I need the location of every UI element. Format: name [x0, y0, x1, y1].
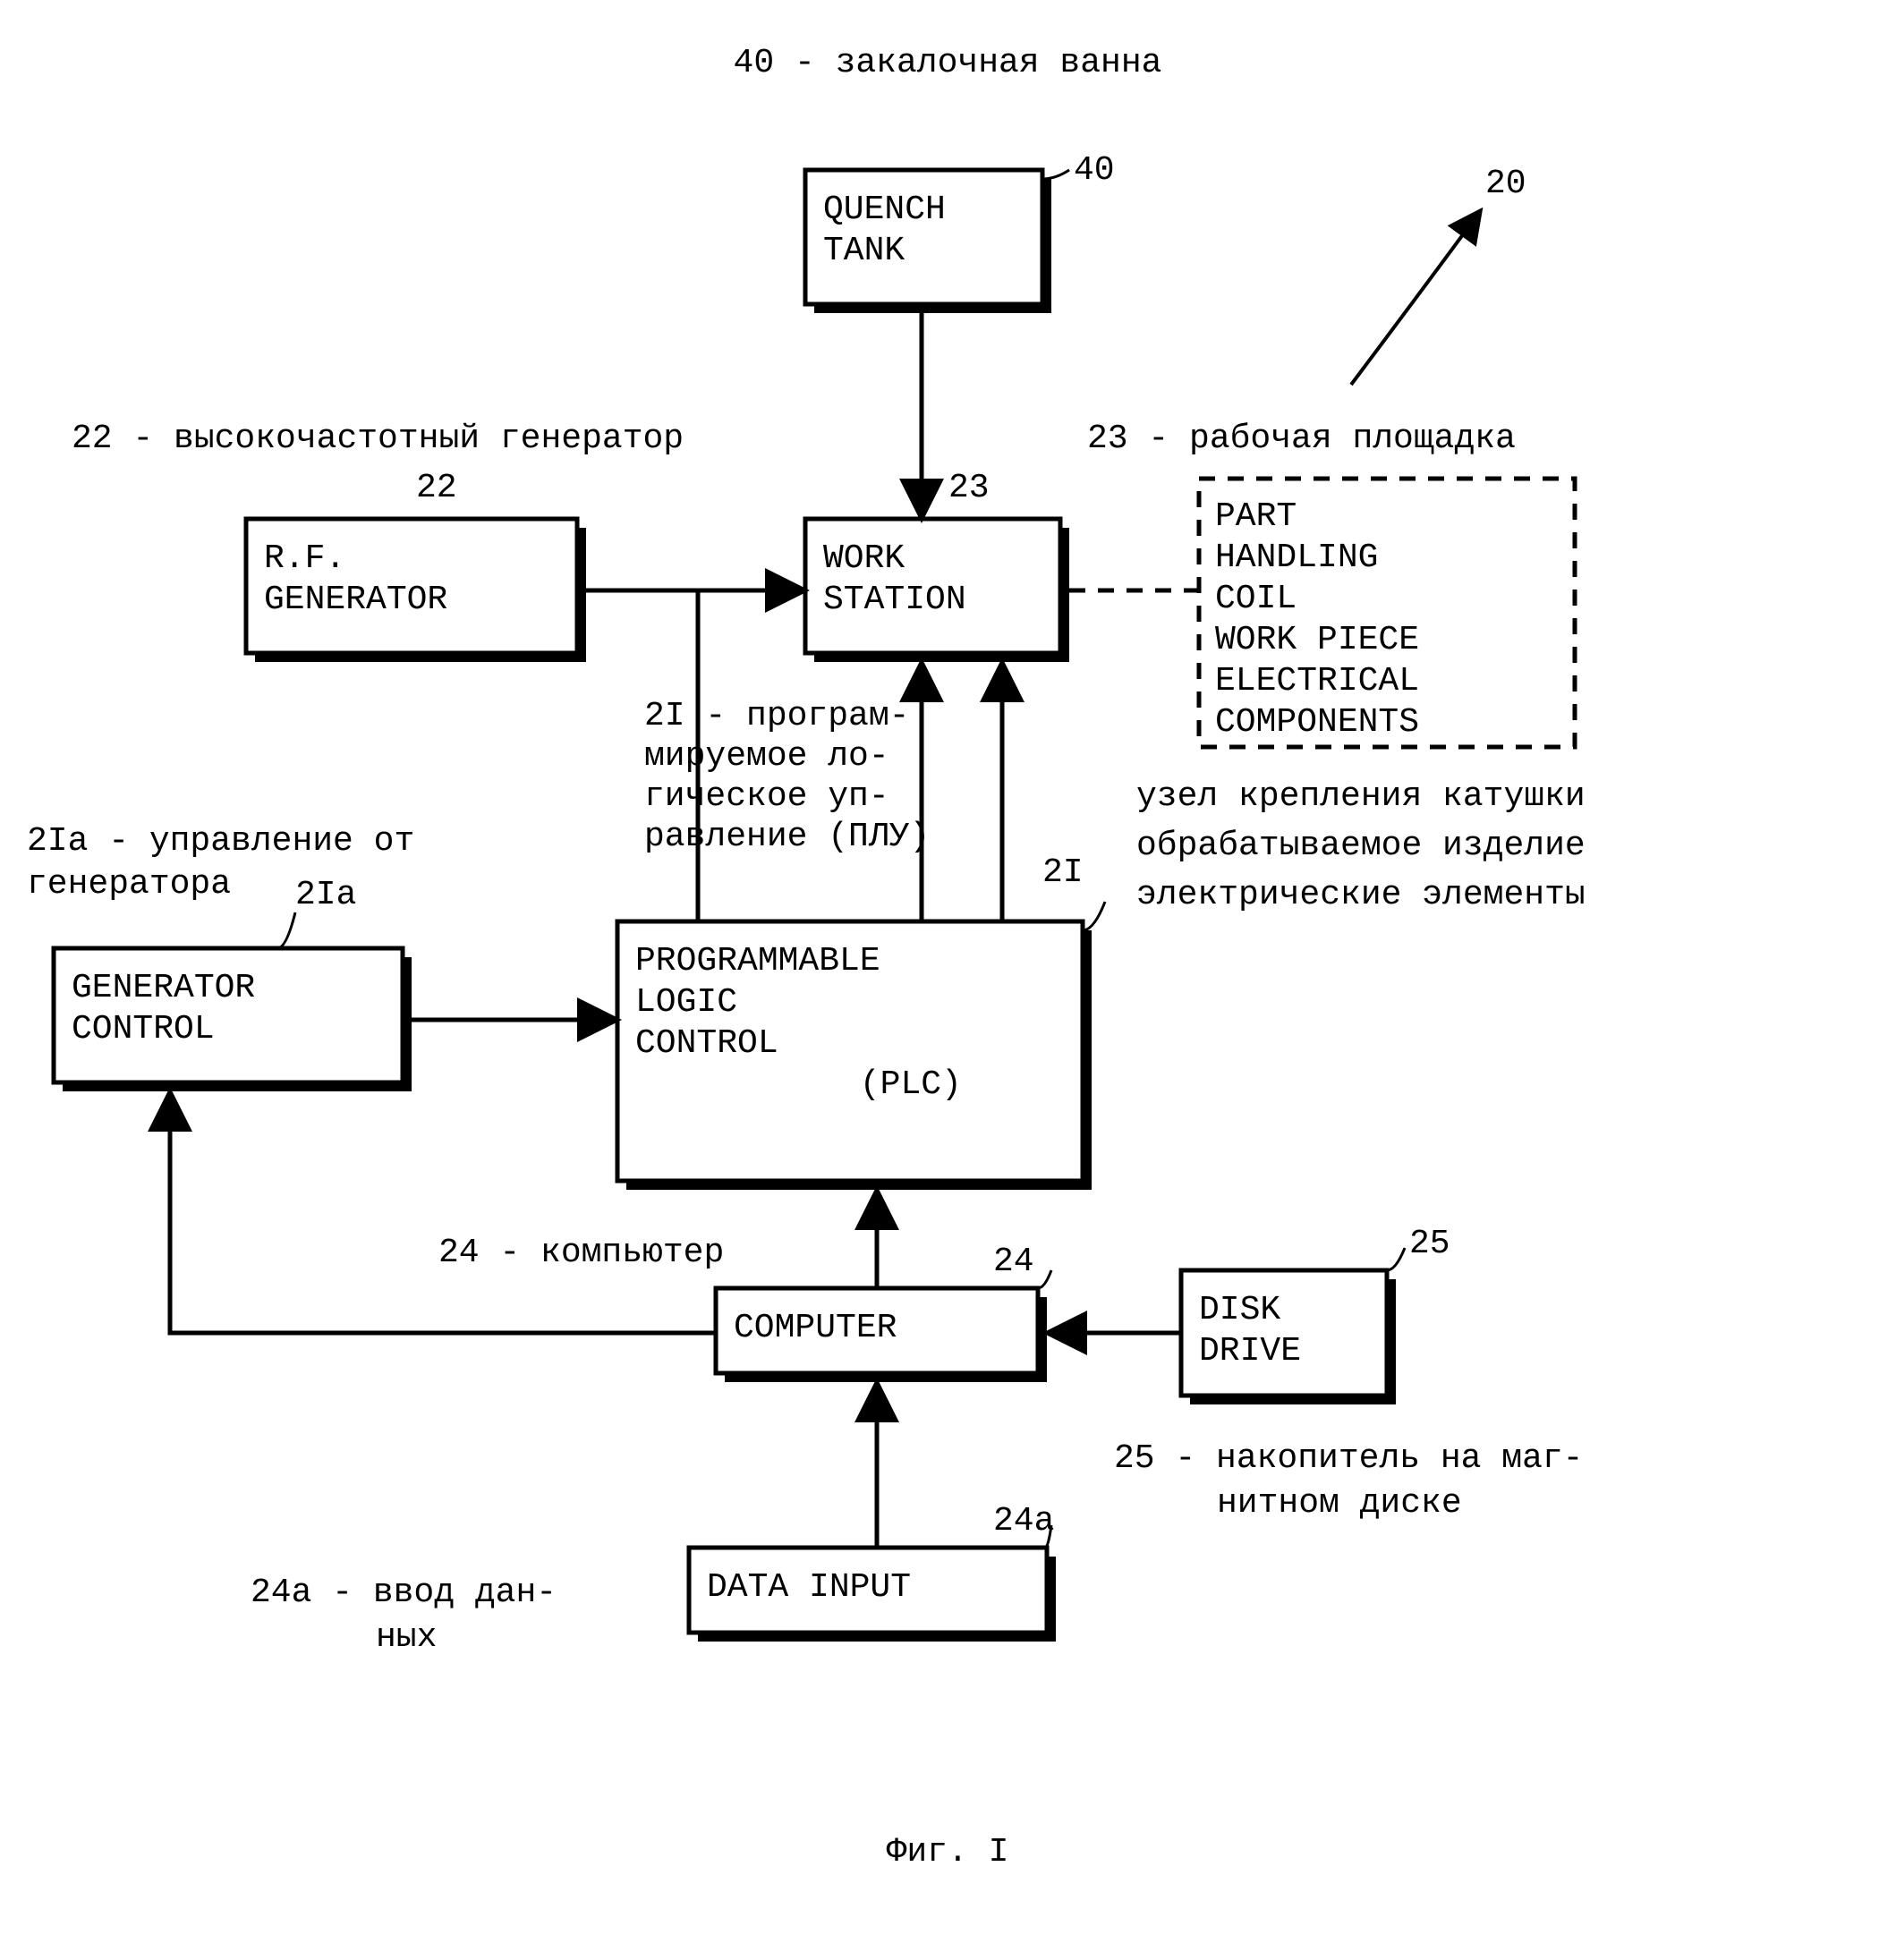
annotation-5: равление (ПЛУ) — [644, 818, 930, 856]
plc-num: 2I — [1042, 853, 1084, 892]
gen_ctrl-label-1: CONTROL — [72, 1010, 215, 1048]
quench-num: 40 — [1074, 151, 1115, 190]
computer-num: 24 — [993, 1243, 1034, 1281]
rf-num: 22 — [416, 469, 457, 507]
annotation-6: 2Iа - управление от — [27, 822, 414, 861]
rf-label-0: R.F. — [264, 539, 345, 578]
data_input-label-0: DATA INPUT — [707, 1568, 911, 1607]
data_input-num: 24a — [993, 1502, 1054, 1540]
annotation-8: узел крепления катушки — [1136, 777, 1586, 816]
quench-label-0: QUENCH — [823, 191, 946, 229]
dashed-label-4: ELECTRICAL — [1215, 662, 1419, 700]
caption: Фиг. I — [887, 1833, 1009, 1871]
plc-label-0: PROGRAMMABLE — [635, 942, 880, 980]
dashed-label-2: COIL — [1215, 580, 1297, 618]
annotation-0: 22 - высокочастотный генератор — [72, 420, 684, 458]
work-label-1: STATION — [823, 581, 966, 619]
gen_ctrl-num: 2Ia — [295, 876, 356, 914]
annotation-15: ных — [376, 1618, 437, 1657]
annotation-9: обрабатываемое изделие — [1136, 827, 1586, 865]
dashed-label-3: WORK PIECE — [1215, 621, 1419, 659]
dashed-label-0: PART — [1215, 497, 1297, 536]
plc-label-1: LOGIC — [635, 983, 737, 1022]
dashed-label-1: HANDLING — [1215, 539, 1378, 577]
title-top: 40 - закалочная ванна — [734, 44, 1162, 82]
annotation-2: 2I - програм- — [644, 697, 909, 735]
pointer-20-label: 20 — [1485, 165, 1526, 203]
disk-label-1: DRIVE — [1199, 1332, 1301, 1370]
annotation-12: 25 - накопитель на маг- — [1114, 1439, 1584, 1478]
work-num: 23 — [948, 469, 990, 507]
disk-label-0: DISK — [1199, 1291, 1280, 1329]
annotation-1: 23 - рабочая площадка — [1087, 420, 1516, 458]
quench-label-1: TANK — [823, 232, 905, 270]
dashed-label-5: COMPONENTS — [1215, 703, 1419, 742]
annotation-13: нитном диске — [1217, 1484, 1462, 1523]
plc-label-3: (PLC) — [635, 1065, 962, 1104]
computer-label-0: COMPUTER — [734, 1309, 897, 1347]
rf-label-1: GENERATOR — [264, 581, 447, 619]
gen_ctrl-label-0: GENERATOR — [72, 969, 255, 1007]
work-label-0: WORK — [823, 539, 905, 578]
annotation-3: мируемое ло- — [644, 737, 889, 776]
annotation-10: электрические элементы — [1136, 876, 1586, 914]
annotation-7: генератора — [27, 865, 231, 904]
plc-label-2: CONTROL — [635, 1024, 778, 1063]
annotation-14: 24а - ввод дан- — [251, 1574, 557, 1612]
annotation-11: 24 - компьютер — [438, 1234, 724, 1272]
disk-num: 25 — [1409, 1225, 1450, 1263]
annotation-4: гическое уп- — [644, 777, 889, 816]
